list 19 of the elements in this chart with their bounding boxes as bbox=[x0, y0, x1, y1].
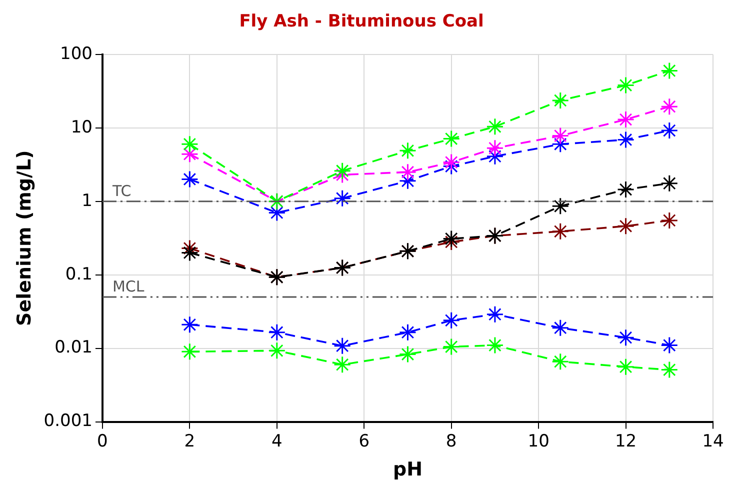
y-tick-label: 0.001 bbox=[44, 411, 92, 432]
y-tick-label: 0.01 bbox=[54, 338, 92, 358]
y-tick-label: 100 bbox=[60, 44, 92, 64]
x-axis-title: pH bbox=[392, 458, 422, 481]
chart-title: Fly Ash - Bituminous Coal bbox=[239, 12, 484, 32]
x-tick-label: 0 bbox=[97, 431, 108, 452]
ref-line-label: MCL bbox=[112, 277, 145, 296]
x-tick-label: 8 bbox=[446, 431, 457, 452]
x-tick-label: 6 bbox=[358, 431, 370, 452]
x-tick-label: 4 bbox=[271, 431, 282, 452]
y-axis-title: Selenium (mg/L) bbox=[13, 150, 36, 326]
y-tick-label: 0.1 bbox=[65, 264, 92, 284]
y-tick-label: 1 bbox=[82, 190, 92, 211]
x-tick-label: 10 bbox=[528, 431, 550, 452]
x-tick-label: 14 bbox=[702, 431, 724, 452]
x-tick-label: 12 bbox=[614, 431, 637, 452]
y-tick-label: 10 bbox=[70, 117, 92, 138]
ref-line-label: TC bbox=[111, 182, 132, 200]
x-tick-label: 2 bbox=[184, 431, 196, 452]
